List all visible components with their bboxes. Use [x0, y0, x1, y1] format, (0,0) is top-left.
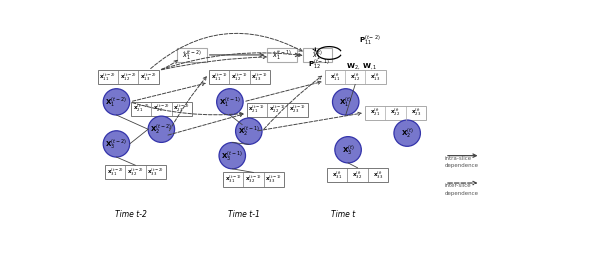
Text: $\mathbf{x}^{(t-2)}_{11}$: $\mathbf{x}^{(t-2)}_{11}$	[99, 72, 117, 83]
Text: Time t: Time t	[331, 210, 356, 219]
Bar	[223, 172, 284, 186]
Text: $\mathbf{X}^{(t-2)}_3$: $\mathbf{X}^{(t-2)}_3$	[106, 137, 127, 151]
Text: dependence: dependence	[445, 191, 479, 196]
Text: $\mathbf{X}^{(t-1)}_2$: $\mathbf{X}^{(t-1)}_2$	[238, 124, 260, 138]
Bar	[246, 103, 307, 117]
Bar	[267, 48, 296, 62]
Text: $\mathbf{x}^{(t)}_{31}$: $\mathbf{x}^{(t)}_{31}$	[332, 169, 342, 181]
Text: $\mathbf{x}^{(t-1)}_{21}$: $\mathbf{x}^{(t-1)}_{21}$	[248, 104, 265, 115]
Text: $\mathbf{X}^{(t-1)}_3$: $\mathbf{X}^{(t-1)}_3$	[221, 149, 243, 163]
Ellipse shape	[335, 137, 361, 163]
Text: $\mathbf{x}^{(t)}_{32}$: $\mathbf{x}^{(t)}_{32}$	[353, 169, 362, 181]
Ellipse shape	[332, 89, 359, 115]
Text: $\mathbf{X}^{(t)}_2$: $\mathbf{X}^{(t)}_2$	[401, 126, 414, 140]
Bar	[303, 48, 332, 62]
Text: $\hat{x}^{(t-2)}_1$: $\hat{x}^{(t-2)}_1$	[182, 48, 202, 62]
Text: $\mathbf{x}^{(t-2)}_{23}$: $\mathbf{x}^{(t-2)}_{23}$	[173, 103, 190, 114]
Text: $\mathbf{x}^{(t)}_{12}$: $\mathbf{x}^{(t)}_{12}$	[350, 72, 361, 83]
Text: $\mathbf{x}^{(t-1)}_{11}$: $\mathbf{x}^{(t-1)}_{11}$	[210, 72, 228, 83]
Bar	[178, 48, 207, 62]
Bar	[98, 70, 159, 85]
Text: $\mathbf{x}^{(t-1)}_{23}$: $\mathbf{x}^{(t-1)}_{23}$	[289, 104, 306, 115]
Bar	[365, 106, 426, 120]
Text: $\mathbf{x}^{(t)}_{22}$: $\mathbf{x}^{(t)}_{22}$	[390, 107, 400, 118]
Text: $\mathbf{P}^{(t-2)}_{11}$: $\mathbf{P}^{(t-2)}_{11}$	[359, 34, 381, 47]
Text: $\mathbf{x}^{(t)}_{33}$: $\mathbf{x}^{(t)}_{33}$	[373, 169, 383, 181]
Bar	[327, 168, 388, 182]
Text: $\mathbf{x}^{(t-2)}_{33}$: $\mathbf{x}^{(t-2)}_{33}$	[147, 167, 164, 178]
Text: $\mathbf{x}^{(t-1)}_{12}$: $\mathbf{x}^{(t-1)}_{12}$	[231, 72, 248, 83]
Text: $\mathbf{W}_{,1}$: $\mathbf{W}_{,1}$	[362, 61, 378, 71]
Text: $\mathbf{x}^{(t-1)}_{13}$: $\mathbf{x}^{(t-1)}_{13}$	[251, 72, 268, 83]
Text: $\mathbf{x}^{(t)}_{23}$: $\mathbf{x}^{(t)}_{23}$	[411, 107, 421, 118]
Ellipse shape	[219, 142, 245, 169]
Text: $\mathbf{x}^{(t)}_{11}$: $\mathbf{x}^{(t)}_{11}$	[330, 72, 340, 83]
Ellipse shape	[103, 89, 130, 115]
Ellipse shape	[148, 116, 174, 142]
Text: $\mathbf{x}^{(t)}_{21}$: $\mathbf{x}^{(t)}_{21}$	[370, 107, 380, 118]
Text: Time t-2: Time t-2	[115, 210, 146, 219]
Bar	[209, 70, 270, 85]
Text: $\mathbf{X}^{(t-1)}_1$: $\mathbf{X}^{(t-1)}_1$	[219, 95, 241, 109]
Text: $\mathbf{x}^{(t-1)}_{22}$: $\mathbf{x}^{(t-1)}_{22}$	[269, 104, 285, 115]
Text: dependence: dependence	[445, 163, 479, 168]
Text: $\mathbf{x}^{(t-2)}_{31}$: $\mathbf{x}^{(t-2)}_{31}$	[107, 167, 123, 178]
Text: $\mathbf{x}^{(t-2)}_{32}$: $\mathbf{x}^{(t-2)}_{32}$	[127, 167, 144, 178]
Bar	[131, 102, 192, 116]
Text: $\mathbf{x}^{(t-2)}_{22}$: $\mathbf{x}^{(t-2)}_{22}$	[153, 103, 170, 114]
Text: $\mathbf{P}^{(t-1)}_{12}$: $\mathbf{P}^{(t-1)}_{12}$	[308, 57, 329, 71]
Text: $\mathbf{X}^{(t)}_1$: $\mathbf{X}^{(t)}_1$	[339, 95, 352, 109]
Bar	[105, 165, 166, 179]
Text: $\hat{x}^{(t-1)}_1$: $\hat{x}^{(t-1)}_1$	[272, 48, 292, 62]
Text: inter-slice: inter-slice	[445, 183, 472, 188]
Text: $\mathbf{x}^{(t)}_{13}$: $\mathbf{x}^{(t)}_{13}$	[370, 72, 381, 83]
Text: $\mathbf{X}^{(t-2)}_1$: $\mathbf{X}^{(t-2)}_1$	[106, 95, 127, 109]
Ellipse shape	[394, 120, 420, 146]
Text: $\mathbf{X}^{(t-2)}_2$: $\mathbf{X}^{(t-2)}_2$	[151, 122, 172, 136]
Text: $\mathbf{x}^{(t-1)}_{32}$: $\mathbf{x}^{(t-1)}_{32}$	[245, 174, 262, 185]
Ellipse shape	[217, 89, 243, 115]
Ellipse shape	[103, 131, 130, 157]
Ellipse shape	[235, 118, 262, 144]
Text: Time t-1: Time t-1	[228, 210, 260, 219]
Text: $\mathbf{x}^{(t-2)}_{21}$: $\mathbf{x}^{(t-2)}_{21}$	[132, 103, 149, 114]
Bar	[325, 70, 386, 85]
Text: $\mathbf{x}^{(t-2)}_{13}$: $\mathbf{x}^{(t-2)}_{13}$	[140, 72, 157, 83]
Text: $\mathbf{W}_{2,}$: $\mathbf{W}_{2,}$	[346, 61, 360, 71]
Text: intra-slice: intra-slice	[445, 155, 472, 161]
Text: $\hat{x}^{(t)}_1$: $\hat{x}^{(t)}_1$	[312, 48, 323, 62]
Text: $\mathbf{x}^{(t-2)}_{12}$: $\mathbf{x}^{(t-2)}_{12}$	[120, 72, 137, 83]
Text: $\mathbf{x}^{(t-1)}_{33}$: $\mathbf{x}^{(t-1)}_{33}$	[265, 174, 282, 185]
Text: $\mathbf{x}^{(t-1)}_{31}$: $\mathbf{x}^{(t-1)}_{31}$	[224, 174, 242, 185]
Text: $\mathbf{X}^{(t)}_3$: $\mathbf{X}^{(t)}_3$	[342, 143, 354, 157]
